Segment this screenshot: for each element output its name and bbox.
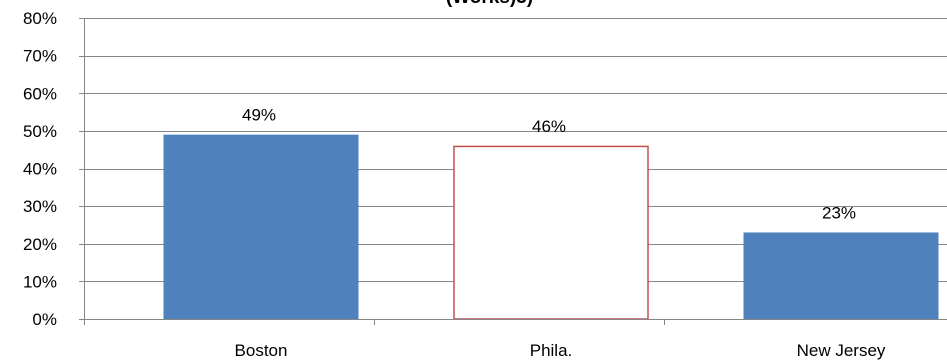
data-label: 23% xyxy=(822,203,856,222)
y-tick-label: 10% xyxy=(23,272,57,291)
x-category-label: New Jersey xyxy=(797,341,886,360)
y-tick-label: 30% xyxy=(23,197,57,216)
bar-phila xyxy=(453,145,649,320)
y-tick-label: 80% xyxy=(23,9,57,28)
data-labels: 49% 46% 23% xyxy=(242,106,856,223)
data-label: 49% xyxy=(242,106,276,125)
y-tick-label: 0% xyxy=(32,310,57,329)
y-tick-label: 20% xyxy=(23,235,57,254)
x-axis-category-labels: Boston Phila. New Jersey xyxy=(235,341,886,360)
y-tick-label: 40% xyxy=(23,160,57,179)
bars xyxy=(163,134,939,320)
axes xyxy=(79,18,947,325)
x-category-label: Phila. xyxy=(530,341,573,360)
y-axis-tick-labels: 0% 10% 20% 30% 40% 50% 60% 70% 80% xyxy=(23,9,57,329)
y-tick-label: 70% xyxy=(23,47,57,66)
y-tick-label: 50% xyxy=(23,122,57,141)
x-category-label: Boston xyxy=(235,341,288,360)
y-tick-label: 60% xyxy=(23,84,57,103)
data-label: 46% xyxy=(532,117,566,136)
chart-title: (Works)3) xyxy=(446,0,533,8)
bar-boston xyxy=(163,134,359,319)
chart-title-layer: (Works)3) xyxy=(446,0,533,8)
bar-new-jersey xyxy=(743,232,939,319)
